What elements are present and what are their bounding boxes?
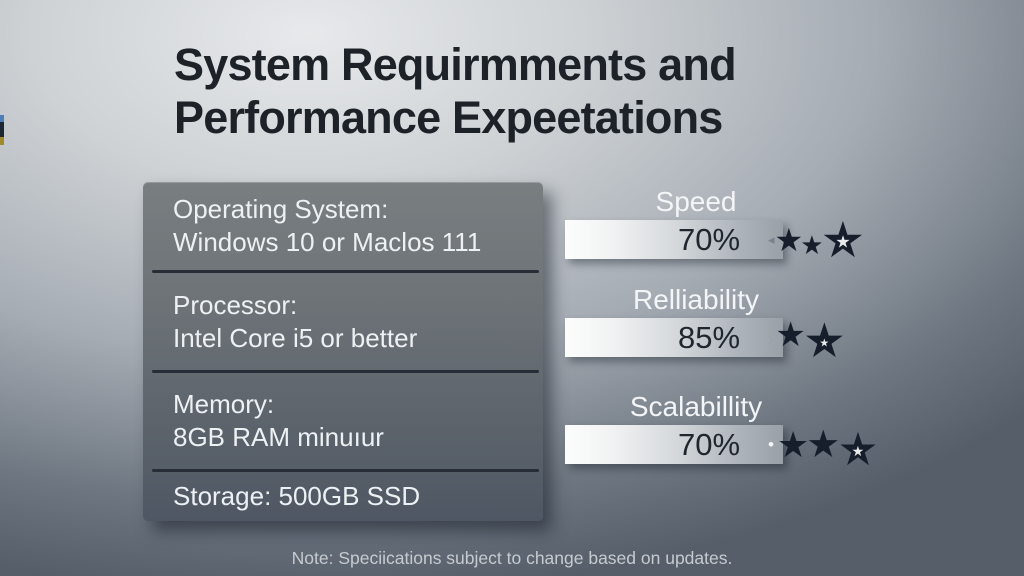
page-title: System Requirmments and Performance Expe… bbox=[174, 38, 737, 144]
requirement-row-processor: Processor: Intel Core i5 or better bbox=[143, 273, 543, 370]
edge-artifact-yellow bbox=[0, 137, 4, 145]
artifact-mark-icon: • bbox=[768, 435, 774, 454]
row-divider bbox=[152, 270, 539, 273]
requirement-row-storage: Storage: 500GB SSD bbox=[143, 472, 543, 521]
edge-artifact-icon bbox=[0, 115, 4, 145]
star-icon: ★ bbox=[806, 423, 841, 466]
star-icon: ★ bbox=[800, 229, 824, 260]
artifact-mark-icon: ◂ bbox=[768, 232, 775, 247]
requirement-label: Operating System: bbox=[173, 194, 389, 224]
metric-speed: Speed 70% ◂ ★ ★ ★ ★ bbox=[565, 185, 1024, 265]
star-rating-scalability: • ★ ★ ★ ★ bbox=[768, 423, 879, 472]
star-rating-speed: ◂ ★ ★ ★ ★ bbox=[768, 215, 865, 265]
requirement-label: Storage: 500GB SSD bbox=[173, 481, 421, 511]
metric-scalability: Scalabillity 70% • ★ ★ ★ ★ bbox=[565, 390, 1024, 472]
metric-label: Speed bbox=[655, 186, 737, 217]
requirement-value: Windows 10 or Maclos 111 bbox=[173, 227, 482, 257]
edge-artifact-dark bbox=[0, 122, 4, 137]
star-icon: ★ ★ bbox=[802, 314, 846, 368]
row-divider bbox=[152, 370, 539, 373]
metric-reliability: Relliability 85% › ★ ★ ★ bbox=[565, 283, 1024, 365]
star-icon: ★ bbox=[774, 221, 804, 258]
metric-bar-scalability: 70% bbox=[565, 425, 783, 464]
requirement-row-memory: Memory: 8GB RAM minuıur bbox=[143, 373, 543, 469]
metric-percent: 70% bbox=[677, 427, 741, 462]
metric-bar-reliability: 85% bbox=[565, 318, 783, 357]
title-line-2: Performance Expeetations bbox=[174, 92, 723, 143]
metric-label: Relliability bbox=[632, 284, 760, 315]
metric-bar-speed: 70% bbox=[565, 220, 783, 259]
metric-percent: 70% bbox=[677, 222, 741, 257]
footer-note: Note: Speciications subject to change ba… bbox=[291, 548, 733, 568]
requirement-row-os: Operating System: Windows 10 or Maclos 1… bbox=[143, 182, 543, 270]
star-icon: ★ bbox=[776, 423, 810, 465]
metric-label: Scalabillity bbox=[629, 391, 763, 422]
star-icon: ★ ★ bbox=[837, 422, 879, 475]
requirement-value: 8GB RAM minuıur bbox=[173, 422, 384, 452]
title-line-1: System Requirmments and bbox=[174, 39, 737, 90]
star-icon: ★ ★ bbox=[820, 211, 866, 268]
requirements-panel: Operating System: Windows 10 or Maclos 1… bbox=[143, 182, 543, 521]
artifact-mark-icon: › bbox=[768, 329, 775, 350]
requirement-label: Processor: bbox=[173, 289, 298, 320]
requirement-label: Memory: bbox=[173, 389, 275, 419]
edge-artifact-blue bbox=[0, 115, 4, 122]
metric-percent: 85% bbox=[677, 320, 741, 355]
requirement-value: Intel Core i5 or better bbox=[173, 322, 418, 353]
star-rating-reliability: › ★ ★ ★ bbox=[768, 315, 846, 365]
star-icon: ★ bbox=[775, 315, 806, 354]
row-divider bbox=[152, 469, 539, 472]
